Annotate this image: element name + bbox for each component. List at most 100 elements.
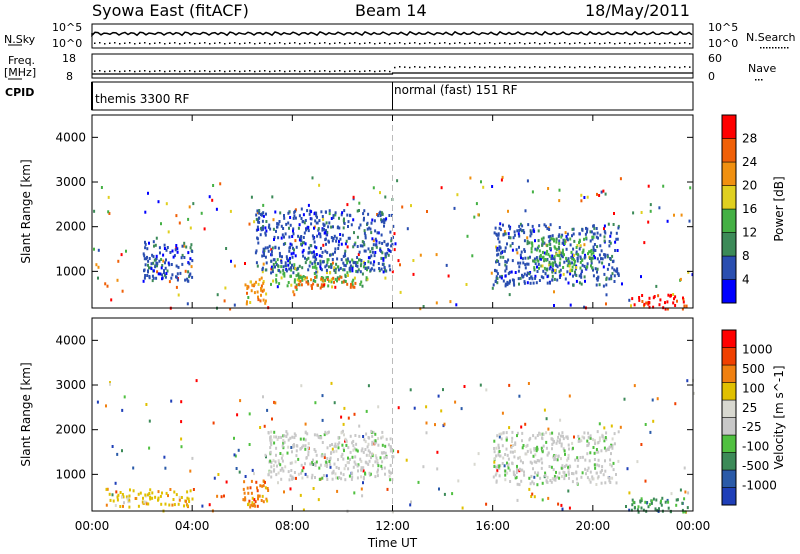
cpid-mode-2: normal (fast) 151 RF <box>394 83 518 97</box>
region-cell <box>503 249 506 253</box>
region-cell <box>373 268 376 272</box>
region-cell <box>505 447 508 451</box>
region-cell <box>580 282 583 286</box>
region-cell <box>170 276 173 280</box>
region-cell <box>554 271 557 275</box>
scatter-cell <box>516 498 519 502</box>
region-cell <box>308 246 311 250</box>
region-cell <box>557 455 560 458</box>
scatter-cell <box>223 299 226 303</box>
region-cell <box>352 448 355 452</box>
region-cell <box>292 476 295 480</box>
region-cell <box>343 467 346 471</box>
scatter-cell <box>583 431 586 435</box>
region-cell <box>494 279 497 283</box>
region-cell <box>572 446 574 450</box>
scatter-cell <box>312 487 315 490</box>
region-cell <box>380 451 383 455</box>
nsearch-point <box>229 42 231 44</box>
region-cell <box>552 468 555 472</box>
region-cell <box>289 436 292 440</box>
region-cell <box>258 278 261 282</box>
region-cell <box>293 444 296 448</box>
region-cell <box>256 236 259 240</box>
scatter-cell <box>507 209 509 213</box>
region-cell <box>254 500 257 504</box>
region-cell <box>270 442 273 446</box>
scatter-cell <box>475 202 478 206</box>
scatter-cell <box>573 435 575 439</box>
region-cell <box>605 437 608 441</box>
region-cell <box>532 259 535 263</box>
scatter-cell <box>524 422 527 426</box>
region-cell <box>305 456 308 459</box>
scatter-cell <box>107 195 110 199</box>
region-cell <box>341 452 344 456</box>
nsearch-point <box>239 43 241 45</box>
region-cell <box>347 456 349 460</box>
nsearch-point <box>429 42 431 44</box>
region-cell <box>589 434 592 438</box>
region-cell <box>610 464 613 468</box>
region-cell <box>337 442 340 446</box>
region-cell <box>287 211 290 215</box>
region-cell <box>152 276 155 280</box>
y-axis-label: Slant Range [km] <box>19 362 33 466</box>
region-cell <box>515 471 518 474</box>
region-cell <box>551 477 554 481</box>
region-cell <box>346 461 349 464</box>
region-cell <box>551 437 554 441</box>
nsearch-point <box>104 43 106 45</box>
region-cell <box>542 276 545 280</box>
scatter-cell <box>417 480 420 484</box>
region-cell <box>513 233 516 237</box>
region-cell <box>596 270 598 274</box>
region-cell <box>343 217 345 221</box>
region-cell <box>567 443 570 447</box>
region-cell <box>584 232 587 236</box>
region-cell <box>600 481 603 485</box>
region-cell <box>504 284 507 288</box>
region-cell <box>351 258 354 262</box>
scatter-cell <box>192 488 195 491</box>
scatter-cell <box>156 270 159 274</box>
region-cell <box>337 436 340 440</box>
region-cell <box>329 279 332 283</box>
region-cell <box>351 475 354 479</box>
nsearch-point <box>119 43 121 45</box>
nave-point <box>354 70 356 72</box>
region-cell <box>596 245 599 249</box>
region-cell <box>317 262 319 266</box>
region-cell <box>533 257 536 261</box>
nsearch-point <box>319 42 321 44</box>
region-cell <box>186 279 189 283</box>
nave-point <box>299 70 301 73</box>
region-cell <box>617 226 620 230</box>
nsearch-point <box>489 42 491 44</box>
date-title: 18/May/2011 <box>585 1 690 20</box>
region-cell <box>496 272 499 276</box>
region-cell <box>388 469 391 473</box>
region-cell <box>543 241 546 245</box>
region-cell <box>609 257 612 260</box>
region-cell <box>603 235 606 239</box>
region-cell <box>579 260 582 264</box>
region-cell <box>353 276 356 280</box>
region-cell <box>255 228 258 232</box>
nsearch-point <box>419 43 421 45</box>
region-cell <box>545 446 548 450</box>
nave-point <box>644 66 646 68</box>
scatter-cell <box>461 506 464 510</box>
region-cell <box>554 478 557 482</box>
scatter-cell <box>651 398 654 402</box>
region-cell <box>524 256 527 260</box>
region-cell <box>589 480 592 484</box>
region-cell <box>522 461 524 465</box>
region-cell <box>292 232 295 236</box>
region-cell <box>526 239 529 243</box>
region-cell <box>288 267 291 271</box>
region-cell <box>295 283 298 287</box>
region-cell <box>606 255 609 259</box>
region-cell <box>571 257 574 261</box>
region-cell <box>269 459 272 463</box>
